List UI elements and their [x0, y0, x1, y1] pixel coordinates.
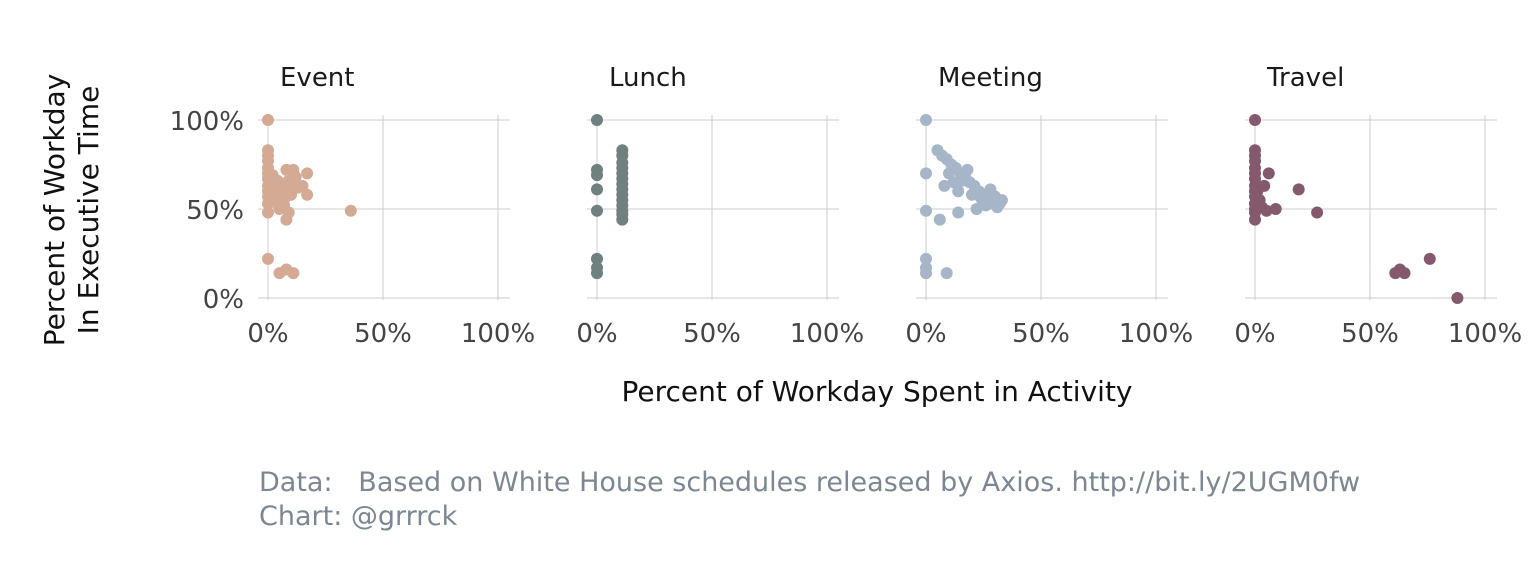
data-point — [1451, 292, 1464, 304]
y-axis-title: Percent of Workday In Executive Time — [38, 74, 105, 347]
data-point — [1262, 167, 1275, 180]
data-point — [287, 267, 300, 280]
data-point — [933, 213, 946, 226]
data-point — [920, 252, 932, 265]
x-tick-label: 100% — [1448, 319, 1522, 349]
y-axis-title-line-2: In Executive Time — [72, 86, 105, 335]
data-point — [262, 252, 274, 265]
data-point — [961, 163, 974, 176]
x-tick-label: 0% — [247, 319, 288, 349]
facet-event: Event 0% 50% 100% 0% 50% 100% — [170, 63, 536, 349]
data-point — [591, 267, 603, 280]
data-point — [1423, 252, 1436, 265]
facet-travel: Travel 0% 50% 100% — [1234, 63, 1522, 349]
facet-lunch: Lunch 0% 50% 100% — [576, 63, 864, 349]
caption-chart-credit: Chart: @grrrck — [259, 501, 458, 532]
facet-title-event: Event — [280, 63, 354, 93]
data-point — [947, 176, 960, 189]
data-point — [966, 188, 978, 201]
x-tick-label: 50% — [354, 319, 412, 349]
data-point — [920, 204, 932, 217]
data-point — [1398, 267, 1411, 280]
data-point — [1258, 179, 1271, 192]
data-point — [591, 183, 603, 196]
y-tick-label: 0% — [203, 285, 244, 315]
data-point — [344, 204, 357, 217]
data-point — [1260, 204, 1273, 217]
data-point — [1311, 206, 1324, 219]
data-point — [591, 252, 603, 265]
facet-title-lunch: Lunch — [609, 63, 687, 93]
data-point — [301, 167, 314, 180]
data-point — [979, 199, 992, 212]
data-point — [296, 179, 309, 192]
data-point — [591, 114, 603, 126]
facet-title-travel: Travel — [1266, 63, 1344, 93]
facet-meeting: Meeting 0% 50% 100% — [905, 63, 1193, 349]
y-tick-label: 50% — [186, 196, 244, 226]
data-point — [952, 206, 965, 219]
data-point — [1249, 114, 1261, 126]
data-point — [301, 188, 314, 201]
data-point — [616, 213, 629, 226]
caption-data-source: Data: Based on White House schedules rel… — [259, 467, 1361, 498]
data-point — [920, 167, 932, 180]
data-point — [920, 114, 932, 126]
data-point — [938, 179, 951, 192]
y-tick-label: 100% — [170, 107, 244, 137]
data-point — [1249, 213, 1261, 226]
x-tick-label: 50% — [1341, 319, 1399, 349]
data-point — [262, 114, 274, 126]
data-point — [591, 169, 603, 182]
x-tick-label: 0% — [1234, 319, 1275, 349]
facet-title-meeting: Meeting — [938, 63, 1043, 93]
x-tick-label: 100% — [790, 319, 864, 349]
y-axis-title-line-1: Percent of Workday — [38, 74, 71, 347]
data-point — [956, 174, 969, 187]
data-point — [943, 167, 955, 180]
x-tick-label: 50% — [1012, 319, 1070, 349]
data-point — [289, 170, 302, 183]
x-tick-label: 100% — [1119, 319, 1193, 349]
data-point — [970, 203, 983, 215]
data-point — [262, 206, 274, 219]
x-tick-label: 0% — [905, 319, 946, 349]
x-tick-label: 50% — [683, 319, 741, 349]
chart-caption: Data: Based on White House schedules rel… — [259, 466, 1360, 534]
data-point — [993, 197, 1006, 210]
x-axis-title: Percent of Workday Spent in Activity — [622, 375, 1133, 408]
data-point — [920, 267, 932, 280]
data-point — [591, 204, 603, 217]
data-point — [280, 213, 293, 226]
data-point — [940, 267, 953, 280]
x-tick-label: 0% — [576, 319, 617, 349]
x-tick-label: 100% — [461, 319, 535, 349]
data-point — [1269, 203, 1282, 215]
data-point — [1292, 183, 1305, 196]
data-point — [952, 185, 965, 198]
